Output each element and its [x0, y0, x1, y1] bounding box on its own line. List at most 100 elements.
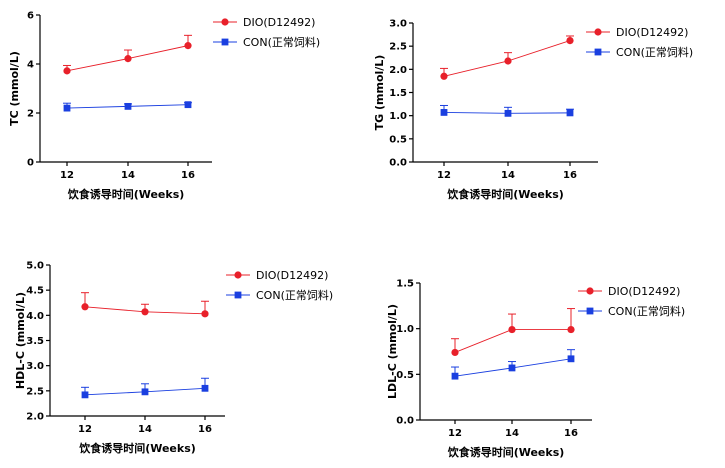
- series-dio: [63, 34, 192, 75]
- legend-item: CON(正常饲料): [586, 45, 693, 59]
- legend-label: DIO(D12492): [616, 26, 688, 39]
- legend-marker: [234, 291, 242, 299]
- y-tick-label: 2.0: [26, 412, 44, 423]
- legend-marker: [586, 287, 594, 295]
- legend-marker: [594, 28, 602, 36]
- legend-item: DIO(D12492): [213, 16, 315, 29]
- data-point: [184, 42, 192, 50]
- legend-label: CON(正常饲料): [616, 45, 693, 59]
- data-point: [440, 72, 448, 80]
- data-point: [201, 384, 209, 392]
- legend-label: DIO(D12492): [256, 269, 328, 282]
- legend-marker: [221, 38, 229, 46]
- data-point: [508, 364, 516, 372]
- legend-item: CON(正常饲料): [213, 35, 320, 49]
- x-tick-label: 14: [121, 170, 135, 181]
- data-point: [451, 372, 459, 380]
- x-tick-label: 12: [448, 428, 462, 439]
- data-point: [184, 101, 192, 109]
- y-tick-label: 2.0: [389, 65, 407, 76]
- data-point: [504, 57, 512, 65]
- y-axis-title: HDL-C (mmol/L): [14, 292, 27, 389]
- x-tick-label: 14: [501, 170, 515, 181]
- y-tick-label: 5.0: [26, 261, 44, 272]
- data-point: [566, 109, 574, 117]
- legend-marker: [221, 18, 229, 26]
- y-tick-label: 2.5: [26, 386, 44, 397]
- data-point: [63, 104, 71, 112]
- legend-label: DIO(D12492): [608, 285, 680, 298]
- data-point: [63, 67, 71, 75]
- legend-marker: [234, 271, 242, 279]
- legend-marker: [594, 48, 602, 56]
- y-tick-label: 0: [27, 158, 34, 169]
- x-axis-title: 饮食诱导时间(Weeks): [446, 187, 564, 201]
- chart-tg: 0.0 0.5 1.0 1.5 2.0 2.5 3.0 12 14 16 饮食诱导时间(Weeks)…: [373, 19, 693, 202]
- legend-label: CON(正常饲料): [256, 288, 333, 302]
- data-point: [201, 310, 209, 318]
- y-tick-label: 2.5: [389, 42, 407, 53]
- x-axis-title: 饮食诱导时间(Weeks): [447, 445, 565, 459]
- y-tick-label: 3.0: [389, 19, 407, 30]
- data-point: [451, 348, 459, 357]
- series-con: [81, 377, 209, 399]
- x-tick-label: 12: [78, 424, 92, 435]
- y-tick-label: 4.0: [26, 311, 44, 322]
- x-tick-label: 14: [138, 424, 152, 435]
- data-point: [508, 325, 516, 334]
- x-tick-label: 12: [60, 170, 74, 181]
- chart-tc: 0 2 4 6 12 14 16 饮食诱导时间(Weeks) TC (mmol/L) DIO(D1…: [8, 11, 320, 202]
- y-tick-label: 0.0: [396, 416, 414, 427]
- legend-item: CON(正常饲料): [226, 288, 333, 302]
- data-point: [566, 37, 574, 45]
- chart-hdl: 2.0 2.5 3.0 3.5 4.0 4.5 5.0 12 14 16饮食诱导时间(Weeks)…: [14, 261, 333, 456]
- series-con: [440, 104, 574, 117]
- x-tick-label: 16: [564, 428, 578, 439]
- y-tick-label: 0.0: [389, 158, 407, 169]
- data-point: [567, 325, 575, 334]
- legend-item: DIO(D12492): [226, 269, 328, 282]
- chart-ldl: 0.0 0.5 1.0 1.5 12 14 16 饮食诱导时间(Weeks) LDL-C (mm…: [386, 279, 685, 460]
- series-con: [63, 101, 192, 112]
- x-tick-label: 14: [505, 428, 519, 439]
- legend-marker: [586, 307, 594, 315]
- data-point: [567, 355, 575, 363]
- y-tick-label: 1.5: [389, 88, 407, 99]
- series-dio: [451, 308, 575, 357]
- legend-label: CON(正常饲料): [608, 304, 685, 318]
- data-point: [141, 308, 149, 316]
- y-axis-title: TG (mmol/L): [373, 55, 386, 131]
- legend-label: CON(正常饲料): [243, 35, 320, 49]
- y-tick-label: 3.5: [26, 336, 44, 347]
- y-tick-label: 1.0: [396, 324, 414, 335]
- x-axis-title: 饮食诱导时间(Weeks): [67, 187, 185, 201]
- x-tick-label: 12: [437, 170, 451, 181]
- legend-item: DIO(D12492): [578, 285, 680, 298]
- y-tick-label: 3.0: [26, 361, 44, 372]
- x-axis-title: 饮食诱导时间(Weeks): [78, 441, 196, 455]
- y-axis-title: TC (mmol/L): [8, 51, 21, 126]
- series-dio: [81, 292, 209, 318]
- y-tick-label: 0.5: [396, 370, 414, 381]
- series-dio: [440, 35, 574, 80]
- data-point: [504, 109, 512, 117]
- legend-label: DIO(D12492): [243, 16, 315, 29]
- series-con: [451, 349, 575, 380]
- y-tick-label: 4.5: [26, 286, 44, 297]
- y-tick-label: 1.0: [389, 111, 407, 122]
- data-point: [124, 55, 132, 63]
- data-point: [124, 102, 132, 110]
- x-tick-label: 16: [563, 170, 577, 181]
- data-point: [440, 109, 448, 116]
- y-axis-title: LDL-C (mmol/L): [386, 304, 399, 399]
- y-tick-label: 6: [27, 11, 34, 22]
- y-tick-label: 2: [27, 109, 34, 120]
- data-point: [81, 303, 89, 311]
- legend-item: CON(正常饲料): [578, 304, 685, 318]
- data-point: [81, 391, 89, 399]
- y-tick-label: 1.5: [396, 279, 414, 290]
- x-tick-label: 16: [198, 424, 212, 435]
- y-tick-label: 4: [27, 60, 34, 71]
- x-tick-label: 16: [181, 170, 195, 181]
